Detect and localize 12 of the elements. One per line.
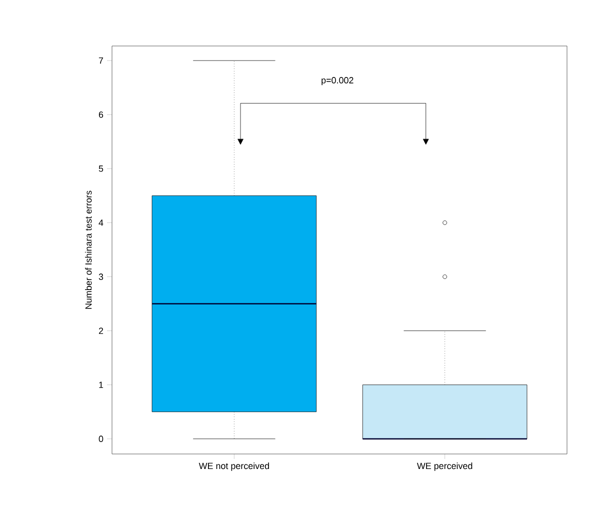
y-tick-label: 1 bbox=[99, 382, 104, 388]
y-tick-label: 6 bbox=[98, 111, 104, 118]
y-axis-title: Number of Ishinara test errors bbox=[85, 190, 92, 309]
y-tick-label: 0 bbox=[98, 436, 104, 442]
y-tick-label: 5 bbox=[98, 166, 104, 172]
y-tick-label: 7 bbox=[98, 57, 104, 64]
y-tick-label: 2 bbox=[98, 328, 104, 334]
x-tick-label: WE perceived bbox=[416, 462, 472, 471]
y-tick-label: 3 bbox=[98, 274, 104, 280]
x-tick-label: WE not perceived bbox=[198, 462, 269, 471]
y-tick-label: 4 bbox=[98, 220, 104, 226]
annotation: p=0.002 bbox=[322, 77, 354, 86]
